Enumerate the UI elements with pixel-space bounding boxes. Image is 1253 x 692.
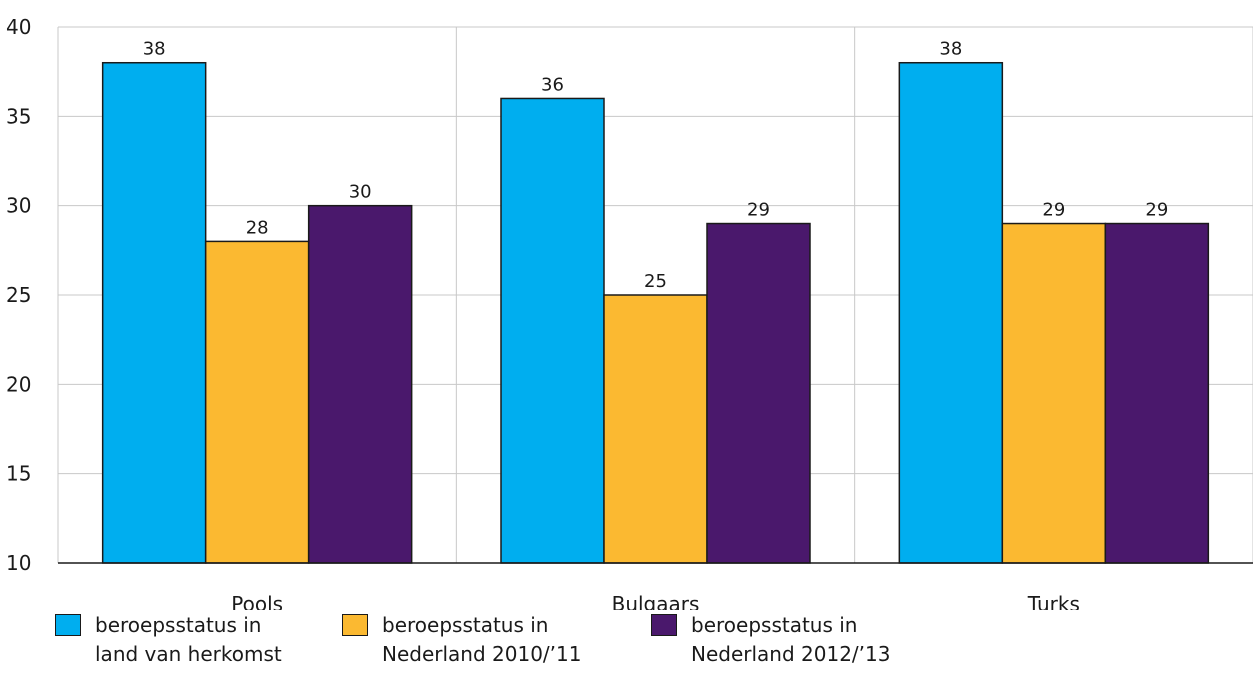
legend-item-land-van-herkomst: beroepsstatus in land van herkomst [55,611,282,669]
data-label: 38 [939,39,962,60]
data-label: 29 [747,200,770,221]
y-tick-label: 25 [6,283,31,307]
legend-swatch-nederland-2010-11 [342,614,368,636]
bar [307,204,413,564]
bar [204,240,310,564]
legend-item-nederland-2012-13: beroepsstatus in Nederland 2012/’13 [651,611,890,669]
legend-label-nederland-2012-13: beroepsstatus in Nederland 2012/’13 [691,613,891,666]
y-tick-label: 15 [6,462,31,486]
legend-label-nederland-2010-11: beroepsstatus in Nederland 2010/’11 [382,613,582,666]
y-tick-label: 35 [6,104,31,128]
data-label: 30 [349,182,372,203]
y-tick-label: 40 [6,15,31,39]
legend-swatch-land-van-herkomst [55,614,81,636]
legend-item-nederland-2010-11: beroepsstatus in Nederland 2010/’11 [342,611,581,669]
bar [1001,222,1107,564]
x-category-label: Turks [1027,592,1080,610]
legend-label-land-van-herkomst: beroepsstatus in land van herkomst [95,613,282,666]
data-label: 25 [644,271,667,292]
y-tick-label: 30 [6,194,31,218]
bar [898,61,1004,564]
bar [1104,222,1210,564]
data-label: 36 [541,74,564,95]
data-label: 29 [1042,200,1065,221]
legend-swatch-nederland-2012-13 [651,614,677,636]
bar [101,61,207,564]
x-category-label: Pools [231,592,283,610]
bar [603,294,708,564]
y-tick-label: 10 [6,551,31,575]
data-label: 28 [246,217,269,238]
y-tick-label: 20 [6,372,31,396]
bar [500,97,605,564]
bar-chart: 10 15 20 25 30 35 40 38 28 30 Pools 36 25 29 Bulgaars 3… [6,15,1253,610]
x-category-label: Bulgaars [612,592,700,610]
bar [706,222,811,564]
data-label: 38 [143,39,166,60]
legend: beroepsstatus in land van herkomst beroe… [0,611,1253,692]
data-label: 29 [1145,200,1168,221]
